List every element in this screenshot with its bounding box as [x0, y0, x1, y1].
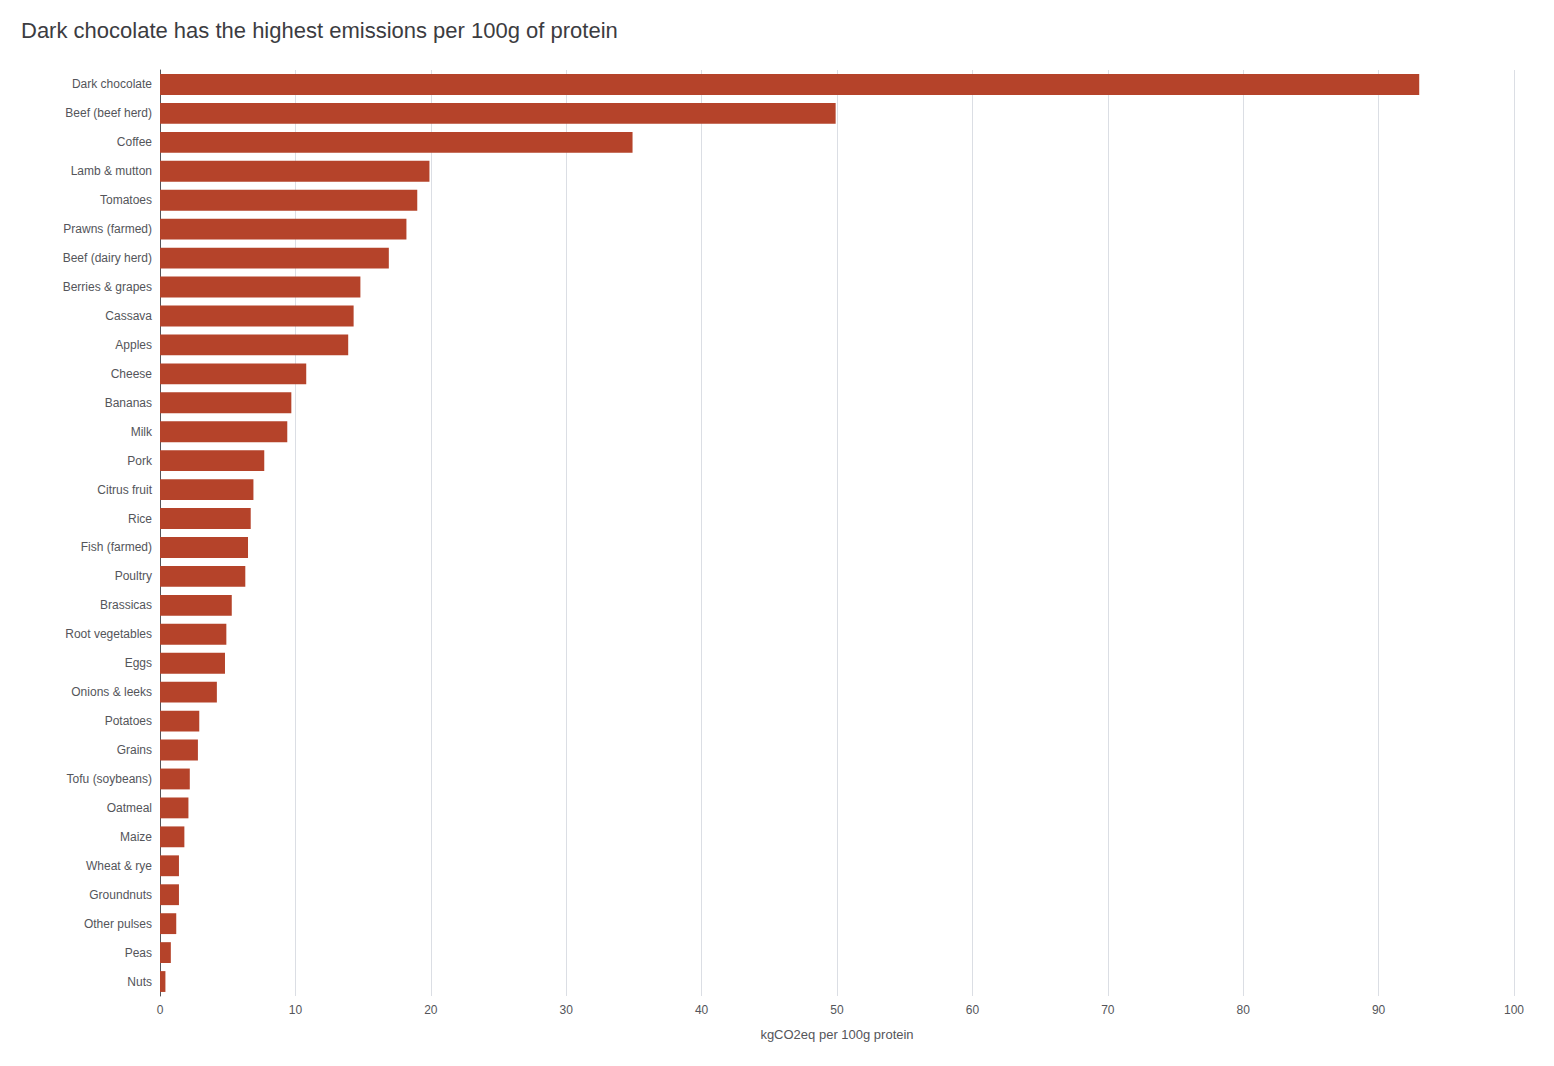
- svg-text:0: 0: [157, 1003, 164, 1017]
- svg-text:Eggs: Eggs: [125, 656, 152, 670]
- svg-text:Tomatoes: Tomatoes: [100, 193, 152, 207]
- svg-text:Root vegetables: Root vegetables: [65, 627, 152, 641]
- svg-text:Other pulses: Other pulses: [84, 917, 152, 931]
- svg-text:Brassicas: Brassicas: [100, 598, 152, 612]
- svg-text:Tofu (soybeans): Tofu (soybeans): [67, 772, 152, 786]
- svg-text:Pork: Pork: [127, 454, 153, 468]
- svg-text:Groundnuts: Groundnuts: [89, 888, 152, 902]
- svg-text:70: 70: [1101, 1003, 1115, 1017]
- svg-text:Onions & leeks: Onions & leeks: [71, 685, 152, 699]
- svg-text:60: 60: [966, 1003, 980, 1017]
- svg-text:Apples: Apples: [115, 338, 152, 352]
- svg-text:10: 10: [289, 1003, 303, 1017]
- svg-text:Poultry: Poultry: [115, 569, 152, 583]
- svg-text:90: 90: [1372, 1003, 1386, 1017]
- svg-text:Cassava: Cassava: [105, 309, 152, 323]
- svg-text:Cheese: Cheese: [111, 367, 153, 381]
- svg-text:20: 20: [424, 1003, 438, 1017]
- svg-text:Potatoes: Potatoes: [105, 714, 152, 728]
- svg-text:Milk: Milk: [131, 425, 153, 439]
- svg-text:Bananas: Bananas: [105, 396, 152, 410]
- svg-text:Nuts: Nuts: [127, 975, 152, 989]
- svg-text:Lamb & mutton: Lamb & mutton: [71, 164, 152, 178]
- svg-text:Coffee: Coffee: [117, 135, 152, 149]
- svg-text:Oatmeal: Oatmeal: [107, 801, 152, 815]
- svg-text:80: 80: [1237, 1003, 1251, 1017]
- svg-text:Beef (dairy herd): Beef (dairy herd): [63, 251, 152, 265]
- svg-text:40: 40: [695, 1003, 709, 1017]
- svg-text:30: 30: [560, 1003, 574, 1017]
- svg-text:Peas: Peas: [125, 946, 152, 960]
- svg-text:Wheat & rye: Wheat & rye: [86, 859, 152, 873]
- svg-text:50: 50: [830, 1003, 844, 1017]
- svg-text:Citrus fruit: Citrus fruit: [97, 483, 152, 497]
- svg-text:100: 100: [1504, 1003, 1524, 1017]
- svg-text:Berries & grapes: Berries & grapes: [63, 280, 152, 294]
- svg-text:kgCO2eq per 100g protein: kgCO2eq per 100g protein: [760, 1027, 913, 1042]
- svg-text:Prawns (farmed): Prawns (farmed): [63, 222, 152, 236]
- svg-text:Rice: Rice: [128, 512, 152, 526]
- svg-text:Fish (farmed): Fish (farmed): [81, 540, 152, 554]
- svg-text:Dark chocolate has the highest: Dark chocolate has the highest emissions…: [21, 18, 618, 43]
- svg-text:Grains: Grains: [117, 743, 152, 757]
- svg-text:Beef (beef herd): Beef (beef herd): [65, 106, 152, 120]
- svg-text:Dark chocolate: Dark chocolate: [72, 77, 152, 91]
- svg-text:Maize: Maize: [120, 830, 152, 844]
